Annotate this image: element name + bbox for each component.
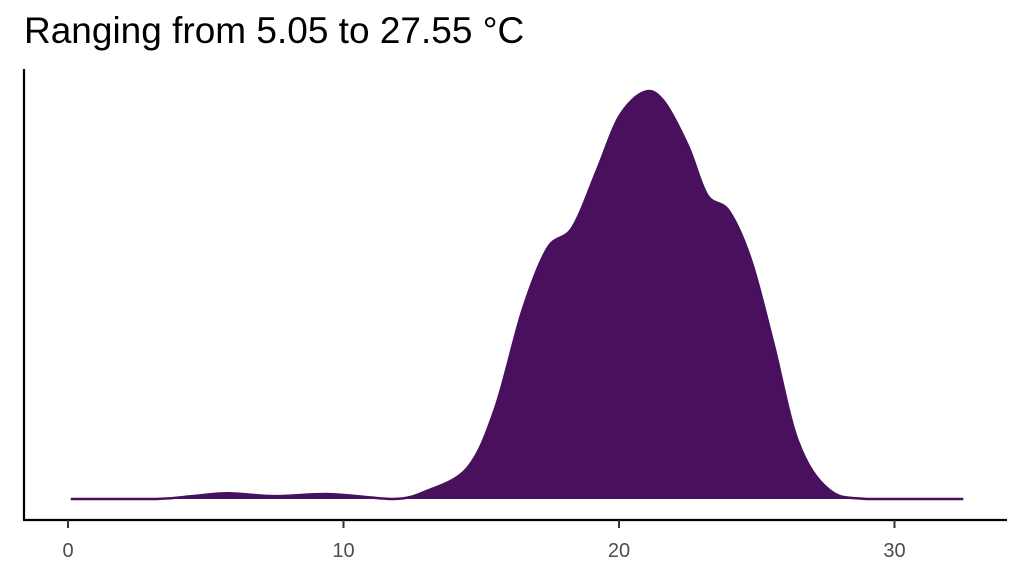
density-outline <box>70 89 964 501</box>
density-area <box>70 90 964 500</box>
density-layer <box>70 89 964 501</box>
x-tick-label: 30 <box>883 540 905 562</box>
x-tick-label: 10 <box>332 540 354 562</box>
x-tick-label: 0 <box>62 540 73 562</box>
x-axis-ticks: 0 10 20 30 <box>62 520 906 562</box>
x-tick-label: 20 <box>608 540 630 562</box>
chart-title: Ranging from 5.05 to 27.55 °C <box>24 10 525 51</box>
